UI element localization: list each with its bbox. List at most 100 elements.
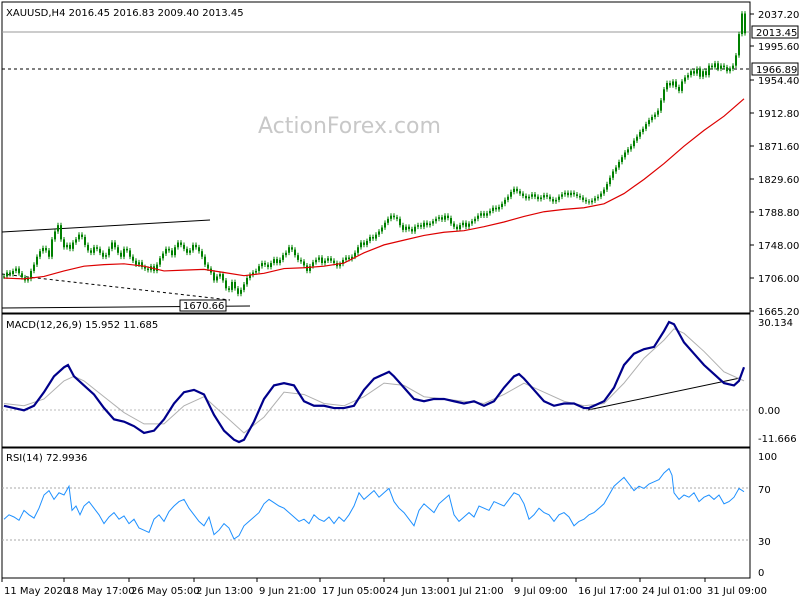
candle-body	[375, 234, 377, 239]
candle-body	[486, 213, 488, 216]
candle-body	[282, 255, 284, 260]
candle-body	[576, 194, 578, 196]
candle-body	[180, 242, 182, 245]
rsi-panel-frame	[1, 447, 751, 579]
candle-body	[390, 215, 392, 219]
candle-body	[156, 264, 158, 271]
macd-tick-label: 0.00	[758, 406, 780, 417]
sma-series	[3, 98, 745, 280]
level-price-box	[751, 62, 799, 76]
x-tick-label: 9 Jun 21:00	[259, 586, 316, 597]
candle-body	[381, 227, 383, 232]
candle-body	[18, 268, 20, 274]
candle-body	[183, 244, 185, 249]
sma-line	[3, 98, 745, 280]
macd-series	[3, 320, 746, 444]
macd-yaxis: 30.134 0.00 -11.666	[758, 318, 797, 445]
candle-body	[309, 266, 311, 271]
candle-body	[564, 192, 566, 195]
candle-body	[606, 184, 608, 190]
x-tick-label: 16 Jul 17:00	[578, 586, 638, 597]
candle-body	[162, 253, 164, 259]
candle-body	[90, 250, 92, 253]
candle-body	[714, 63, 716, 68]
candle-body	[174, 247, 176, 256]
candle-body	[39, 251, 41, 257]
candle-body	[408, 226, 410, 230]
candle-body	[57, 225, 59, 232]
candle-body	[618, 161, 620, 168]
candle-body	[249, 274, 251, 279]
candle-body	[573, 192, 575, 195]
candle-body	[147, 268, 149, 271]
candle-body	[738, 34, 740, 56]
candle-body	[516, 188, 518, 192]
candle-body	[615, 167, 617, 172]
candle-body	[12, 270, 14, 275]
candle-body	[96, 247, 98, 249]
candle-body	[357, 247, 359, 253]
low-label-box	[179, 299, 227, 312]
candle-body	[669, 83, 671, 86]
candle-body	[474, 218, 476, 222]
candle-body	[678, 86, 680, 91]
candle-body	[261, 263, 263, 267]
candle-body	[420, 225, 422, 227]
candle-body	[414, 226, 416, 232]
candle-body	[654, 114, 656, 117]
price-tick-label: 1829.60	[758, 175, 799, 186]
candle-body	[213, 272, 215, 281]
candle-body	[570, 192, 572, 196]
macd-title: MACD(12,26,9) 15.952 11.685	[6, 320, 158, 331]
candle-body	[546, 195, 548, 197]
candle-body	[561, 194, 563, 197]
candle-body	[684, 77, 686, 82]
candle-body	[627, 149, 629, 153]
candle-body	[411, 229, 413, 232]
candle-body	[513, 188, 515, 192]
x-tick-label: 17 Jun 05:00	[322, 586, 386, 597]
candle-body	[393, 215, 395, 218]
candle-body	[366, 240, 368, 245]
candle-body	[291, 247, 293, 250]
candle-body	[525, 195, 527, 199]
candle-body	[723, 65, 725, 68]
candle-body	[351, 256, 353, 260]
candle-body	[465, 222, 467, 227]
candle-body	[117, 247, 119, 253]
candle-body	[342, 259, 344, 264]
candle-body	[120, 252, 122, 257]
candle-body	[222, 274, 224, 281]
candle-body	[363, 242, 365, 245]
candle-body	[522, 193, 524, 196]
candle-body	[297, 255, 299, 260]
candle-body	[294, 249, 296, 256]
candle-body	[501, 203, 503, 207]
candle-body	[726, 67, 728, 72]
candle-body	[339, 263, 341, 267]
candle-body	[690, 71, 692, 76]
candle-body	[735, 55, 737, 66]
candle-body	[702, 71, 704, 77]
candle-body	[111, 242, 113, 249]
candle-body	[456, 226, 458, 230]
candle-body	[483, 213, 485, 216]
candle-body	[102, 252, 104, 257]
price-tick-label: 1912.80	[758, 109, 799, 120]
candle-body	[639, 131, 641, 137]
candle-body	[399, 218, 401, 226]
candle-body	[177, 242, 179, 248]
candle-body	[216, 276, 218, 281]
candle-body	[489, 210, 491, 214]
candle-body	[495, 207, 497, 210]
candle-body	[285, 252, 287, 256]
candle-body	[402, 225, 404, 230]
candle-body	[675, 81, 677, 87]
candle-body	[741, 13, 743, 35]
candle-body	[672, 81, 674, 86]
candle-body	[579, 195, 581, 198]
candle-body	[588, 201, 590, 203]
candle-body	[519, 191, 521, 194]
price-tick-label: 1995.60	[758, 42, 799, 53]
